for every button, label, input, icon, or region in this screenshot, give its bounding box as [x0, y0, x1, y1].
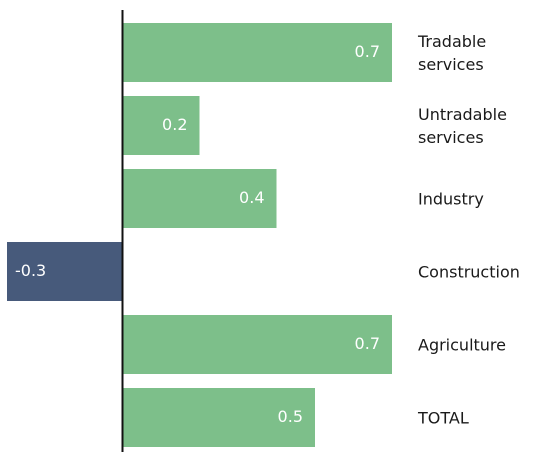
bar	[122, 96, 200, 155]
value-label: 0.7	[355, 334, 380, 353]
category-label: Untradable services	[418, 104, 507, 147]
category-label: TOTAL	[418, 408, 469, 427]
value-label: 0.4	[239, 188, 264, 207]
value-label: 0.2	[162, 115, 187, 134]
category-label: Industry	[418, 189, 484, 208]
bar	[122, 388, 315, 447]
category-label: Agriculture	[418, 335, 506, 354]
value-label: 0.5	[278, 407, 303, 426]
value-label: 0.7	[355, 42, 380, 61]
bar	[7, 242, 123, 301]
category-label: Tradable services	[418, 31, 487, 74]
value-label: -0.3	[15, 261, 46, 280]
category-label: Construction	[418, 262, 520, 281]
bar	[122, 169, 277, 228]
bar	[122, 23, 392, 82]
bar	[122, 315, 392, 374]
